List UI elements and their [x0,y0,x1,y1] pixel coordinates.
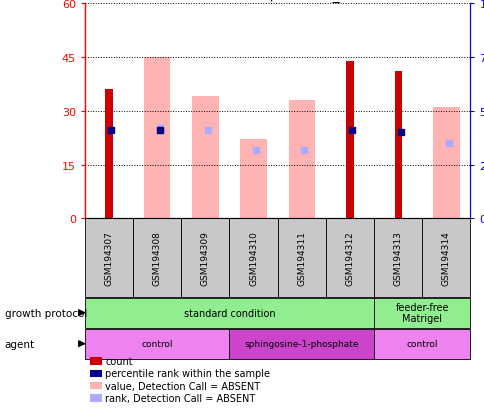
Text: count: count [105,356,133,366]
Text: GSM194314: GSM194314 [441,231,450,285]
Text: agent: agent [5,339,35,349]
Text: value, Detection Call = ABSENT: value, Detection Call = ABSENT [105,381,260,391]
Text: GSM194311: GSM194311 [297,231,305,285]
Text: control: control [141,339,173,348]
Bar [240,140,266,219]
Bar [373,219,422,297]
Text: GSM194313: GSM194313 [393,231,402,285]
Text: control: control [406,339,437,348]
Text: rank, Detection Call = ABSENT: rank, Detection Call = ABSENT [105,393,255,403]
Bar [422,219,469,297]
Bar [85,329,229,358]
Text: growth protocol: growth protocol [5,308,87,318]
Bar [288,101,315,219]
Bar [346,62,353,219]
Bar [181,219,229,297]
Bar [105,90,112,219]
Bar [432,108,459,219]
Text: GSM194308: GSM194308 [152,231,161,285]
Text: GSM194307: GSM194307 [104,231,113,285]
Bar [393,72,401,219]
Bar [373,298,469,328]
Text: standard condition: standard condition [183,308,275,318]
Bar [144,58,170,219]
Bar [325,219,373,297]
Text: feeder-free
Matrigel: feeder-free Matrigel [394,302,448,324]
Bar [192,97,218,219]
Bar [229,329,373,358]
Bar [229,219,277,297]
Bar [373,329,469,358]
Bar [277,219,325,297]
Text: GSM194310: GSM194310 [249,231,257,285]
Text: GSM194312: GSM194312 [345,231,354,285]
Bar [85,298,373,328]
Title: GDS2832 / 236411_at: GDS2832 / 236411_at [201,0,353,3]
Bar [85,219,133,297]
Text: sphingosine-1-phosphate: sphingosine-1-phosphate [244,339,358,348]
Text: GSM194309: GSM194309 [200,231,210,285]
Text: percentile rank within the sample: percentile rank within the sample [105,368,270,378]
Bar [133,219,181,297]
